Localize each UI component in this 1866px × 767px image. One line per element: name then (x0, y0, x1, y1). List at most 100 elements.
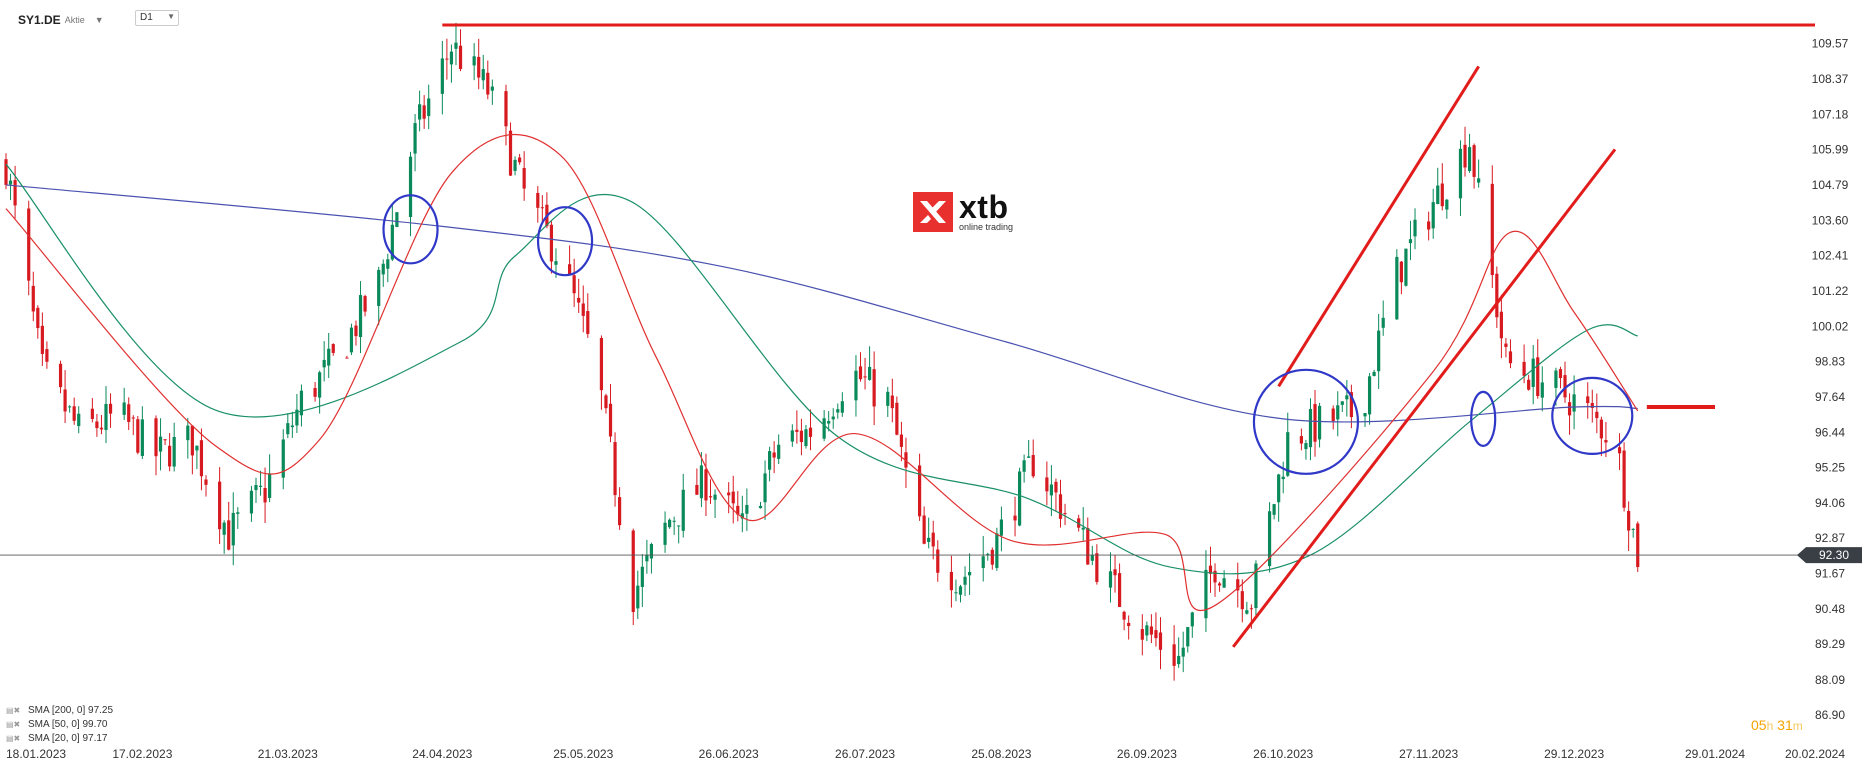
candle-body (831, 416, 835, 420)
candle-body (1086, 528, 1090, 565)
y-tick-label: 90.48 (1815, 602, 1845, 616)
timeframe-select[interactable]: D1 ▼ (135, 10, 179, 26)
candle-body (1254, 563, 1258, 609)
candle-body (1022, 460, 1026, 472)
candle-body (136, 419, 140, 453)
y-tick-label: 108.37 (1812, 72, 1849, 86)
candle-body (1604, 440, 1608, 443)
candle-body (1445, 199, 1449, 210)
candle-body (1127, 622, 1131, 627)
candle-body (1631, 528, 1635, 530)
highlight-circle[interactable] (1252, 368, 1360, 475)
candle-body (513, 159, 517, 171)
candle-body (1531, 358, 1535, 387)
logo-wordmark: xtb (959, 189, 1009, 225)
candle-body (31, 285, 35, 312)
candle-body (422, 105, 426, 119)
chevron-down-icon[interactable]: ▼ (94, 15, 104, 25)
sma200-line[interactable] (5, 184, 1638, 423)
candle-body (649, 544, 654, 559)
candle-body (490, 86, 494, 91)
annotations (382, 23, 1815, 648)
moving-averages (5, 133, 1639, 612)
sma20-line[interactable] (5, 133, 1639, 612)
y-tick-label: 109.57 (1812, 37, 1849, 51)
candle-body (1440, 183, 1444, 207)
chevron-down-icon: ▼ (167, 12, 175, 21)
highlight-circle[interactable] (536, 206, 594, 277)
candle-body (4, 159, 8, 185)
candle-body (413, 123, 417, 154)
sma50-line[interactable] (5, 163, 1638, 575)
candle-body (1049, 484, 1054, 496)
candle-body (1108, 571, 1113, 588)
legend-sma200[interactable]: ▤✖ SMA [200, 0] 97.25 (6, 704, 113, 718)
legend-sma50[interactable]: ▤✖ SMA [50, 0] 99.70 (6, 718, 113, 732)
y-axis: 109.57 108.37 107.18 105.99 104.79 103.60 102.… (1812, 37, 1849, 722)
candle-body (445, 58, 449, 60)
candle-body (1027, 456, 1031, 458)
candle-body (636, 585, 640, 609)
candle-body (895, 402, 899, 435)
candle-body (8, 180, 13, 185)
legend-sma20[interactable]: ▤✖ SMA [20, 0] 97.17 (6, 732, 113, 746)
logo-tagline: online trading (959, 222, 1014, 232)
candle-body (1063, 513, 1067, 515)
candle-body (727, 492, 731, 496)
candle-body (1267, 511, 1272, 567)
candle-body (1490, 183, 1494, 276)
y-tick-label: 86.90 (1815, 708, 1845, 722)
candle-body (763, 473, 767, 503)
candle-body (736, 505, 740, 515)
candle-body (327, 348, 331, 366)
candle-body (163, 439, 167, 441)
candle-body (922, 515, 926, 544)
y-tick-label: 98.83 (1815, 355, 1845, 369)
candle-body (218, 481, 222, 530)
candle-body (108, 403, 113, 414)
candle-body (1122, 611, 1126, 620)
candle-body (45, 349, 49, 362)
candle-body (281, 439, 285, 478)
candle-body (199, 440, 204, 477)
candle-body (1336, 405, 1340, 420)
candle-body (577, 297, 581, 303)
highlight-circle[interactable] (382, 194, 439, 265)
channel-upper-line[interactable] (1277, 65, 1480, 388)
indicator-settings-icon[interactable]: ▤✖ (6, 734, 21, 743)
instrument-header: SY1.DE Aktie ▼ (18, 10, 104, 30)
candle-body (540, 207, 544, 209)
highlight-circle[interactable] (1551, 376, 1634, 456)
candle-body (886, 391, 890, 406)
candle-body (1540, 382, 1544, 398)
legend-sma200-label: SMA [200, 0] 97.25 (28, 705, 114, 716)
indicator-settings-icon[interactable]: ▤✖ (6, 706, 21, 715)
candle-body (1408, 239, 1413, 244)
candle-body (408, 156, 413, 218)
candle-body (1404, 248, 1408, 286)
y-tick-label: 94.06 (1815, 496, 1845, 510)
candle-body (604, 395, 608, 409)
candle-body (790, 430, 794, 442)
candle-body (554, 261, 558, 265)
candle-body (677, 525, 681, 527)
candle-body (613, 442, 617, 496)
indicator-settings-icon[interactable]: ▤✖ (6, 720, 21, 729)
candle-body (1572, 394, 1576, 412)
candle-body (904, 452, 908, 468)
candle-body (931, 532, 935, 547)
candle-body (1286, 432, 1290, 476)
candle-body (186, 425, 190, 441)
x-tick-label: 24.04.2023 (412, 747, 472, 761)
candle-body (231, 512, 235, 546)
symbol-label[interactable]: SY1.DE (18, 13, 61, 27)
candle-body (1308, 408, 1313, 448)
candle-body (772, 452, 776, 458)
candle-body (1563, 375, 1567, 398)
candle-body (104, 403, 108, 430)
highlight-circle[interactable] (1470, 390, 1497, 447)
candle-body (858, 366, 863, 380)
channel-lower-line[interactable] (1232, 148, 1617, 648)
xtb-logo: xtb online trading (913, 189, 1014, 232)
